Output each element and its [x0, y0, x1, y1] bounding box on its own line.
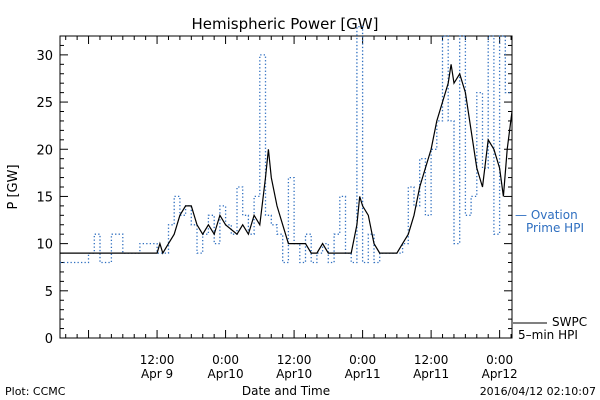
- y-tick-label: 0: [45, 332, 53, 347]
- series-layer: [60, 25, 513, 264]
- chart-title: Hemispheric Power [GW]: [192, 15, 379, 33]
- x-tick-label-time: 12:00: [140, 353, 175, 367]
- legend-swpc-line1: SWPC: [552, 315, 587, 329]
- x-tick-label-time: 0:00: [486, 353, 513, 367]
- legend-swpc-line2: 5–min HPI: [518, 328, 578, 342]
- x-tick-label-date: Apr 9: [141, 367, 173, 381]
- x-tick-label-date: Apr10: [208, 367, 244, 381]
- plot-frame: [59, 35, 513, 339]
- y-tick-label: 30: [36, 49, 53, 64]
- x-tick-label-date: Apr12: [482, 367, 518, 381]
- footer-credit: Plot: CCMC: [5, 385, 66, 398]
- x-tick-label-time: 0:00: [212, 353, 239, 367]
- footer-timestamp: 2016/04/12 02:10:07: [480, 385, 596, 398]
- y-tick-label: 10: [36, 238, 53, 253]
- y-axis-label: P [GW]: [6, 164, 21, 209]
- x-tick-label-time: 12:00: [277, 353, 312, 367]
- x-tick-label-date: Apr11: [413, 367, 449, 381]
- y-axis: 0 5 10 15 20 25 30: [36, 35, 512, 347]
- legend-ovation-line2: Prime HPI: [526, 221, 584, 235]
- y-tick-label: 20: [36, 143, 53, 158]
- y-tick-label: 15: [36, 190, 53, 205]
- x-tick-label-date: Apr10: [276, 367, 312, 381]
- x-tick-label-date: Apr11: [345, 367, 381, 381]
- series-swpc-line: [60, 64, 513, 255]
- y-tick-label: 25: [36, 96, 53, 111]
- x-tick-label-time: 0:00: [349, 353, 376, 367]
- x-axis-label: Date and Time: [242, 384, 330, 398]
- y-tick-label: 5: [45, 285, 53, 300]
- series-ovation-prime-line: [60, 25, 512, 264]
- legend-ovation-line1: — Ovation: [515, 208, 578, 222]
- x-tick-label-time: 12:00: [414, 353, 449, 367]
